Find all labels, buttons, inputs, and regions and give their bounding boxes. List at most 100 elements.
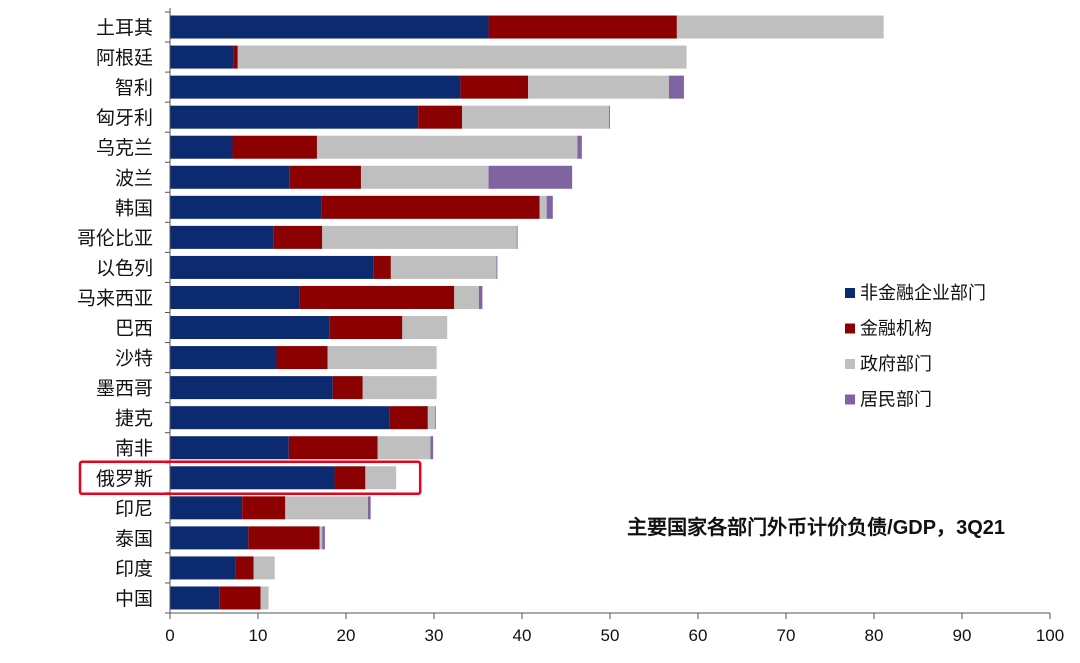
bar-segment-14-2: [377, 436, 431, 460]
bar-segment-4-2: [316, 135, 578, 159]
bar-segment-7-1: [273, 225, 323, 249]
bar-segment-5-2: [360, 165, 489, 189]
bar-segment-9-2: [454, 285, 479, 309]
bar-segment-6-3: [546, 195, 553, 219]
bar-segment-15-1: [334, 466, 366, 490]
bar-segment-17-1: [248, 526, 320, 550]
bar-segment-0-1: [488, 15, 677, 39]
category-label-19: 中国: [115, 588, 153, 610]
bar-segment-16-0: [170, 496, 243, 520]
legend-swatch-3: [845, 394, 855, 405]
bar-segment-12-1: [332, 376, 363, 400]
bar-segment-13-0: [170, 406, 390, 430]
bar-segment-8-1: [373, 255, 391, 279]
bar-segment-16-2: [285, 496, 368, 520]
bar-segment-13-3: [434, 406, 436, 430]
category-label-16: 印尼: [115, 498, 153, 520]
bar-segment-5-1: [289, 165, 361, 189]
bar-segment-6-2: [539, 195, 547, 219]
bar-segment-4-3: [577, 135, 582, 159]
x-tick-label-1: 10: [249, 626, 268, 645]
bar-segment-14-0: [170, 436, 289, 460]
category-label-15: 俄罗斯: [96, 468, 153, 490]
category-label-0: 土耳其: [96, 17, 153, 39]
bar-segment-1-2: [237, 45, 687, 69]
bar-segment-9-3: [478, 285, 483, 309]
category-label-13: 捷克: [115, 408, 153, 430]
bar-segment-11-1: [276, 346, 328, 370]
category-label-4: 乌克兰: [96, 137, 153, 159]
x-tick-label-5: 50: [601, 626, 620, 645]
bar-segment-6-0: [170, 195, 322, 219]
bar-segment-12-2: [362, 376, 437, 400]
bar-segment-9-0: [170, 285, 300, 309]
bar-segment-8-2: [390, 255, 497, 279]
bar-segment-16-1: [242, 496, 286, 520]
bar-segment-17-2: [319, 526, 323, 550]
bar-segment-7-2: [322, 225, 517, 249]
category-label-8: 以色列: [96, 257, 153, 279]
legend-label-3: 居民部门: [860, 390, 932, 410]
legend-swatch-1: [845, 323, 855, 334]
bar-segment-5-0: [170, 165, 290, 189]
bar-segment-10-0: [170, 316, 330, 340]
bar-segment-3-2: [462, 105, 610, 129]
bar-segment-18-1: [235, 556, 254, 580]
category-label-3: 匈牙利: [96, 107, 153, 129]
bar-segment-3-0: [170, 105, 419, 129]
bar-segment-5-3: [488, 165, 573, 189]
x-tick-label-6: 60: [689, 626, 708, 645]
bar-segment-7-0: [170, 225, 274, 249]
bar-segment-17-0: [170, 526, 249, 550]
x-tick-label-0: 0: [165, 626, 174, 645]
bar-segment-18-2: [253, 556, 275, 580]
bar-segment-13-1: [389, 406, 428, 430]
legend-label-0: 非金融企业部门: [860, 283, 986, 303]
highlight-box: [78, 460, 422, 496]
category-label-10: 巴西: [115, 319, 153, 340]
bar-segment-3-1: [418, 105, 463, 129]
legend-label-1: 金融机构: [860, 319, 932, 339]
bar-segment-18-0: [170, 556, 236, 580]
legend-label-2: 政府部门: [860, 354, 932, 374]
bar-segment-9-1: [299, 285, 455, 309]
category-label-6: 韩国: [115, 197, 153, 219]
bar-segment-0-2: [676, 15, 884, 39]
category-label-14: 南非: [115, 438, 153, 460]
category-label-7: 哥伦比亚: [77, 227, 153, 249]
bar-segment-11-2: [327, 346, 437, 370]
bar-segment-11-0: [170, 346, 277, 370]
category-label-1: 阿根廷: [96, 47, 153, 69]
x-tick-label-9: 90: [953, 626, 972, 645]
bar-segment-15-2: [365, 466, 397, 490]
bar-segment-15-0: [170, 466, 335, 490]
category-label-17: 泰国: [115, 528, 153, 550]
bar-segment-0-0: [170, 15, 489, 39]
bar-segment-14-3: [430, 436, 434, 460]
category-label-9: 马来西亚: [77, 287, 153, 309]
bar-segment-2-1: [460, 75, 529, 99]
category-label-18: 印度: [115, 558, 153, 580]
bar-segment-19-2: [260, 586, 269, 610]
category-label-5: 波兰: [115, 167, 153, 189]
bar-segment-1-1: [233, 45, 238, 69]
category-label-12: 墨西哥: [96, 379, 153, 400]
bar-segment-4-1: [232, 135, 317, 159]
x-tick-label-7: 70: [777, 626, 796, 645]
bars-layer: [170, 15, 884, 610]
bar-segment-14-1: [288, 436, 378, 460]
x-tick-label-3: 30: [425, 626, 444, 645]
x-tick-label-8: 80: [865, 626, 884, 645]
x-tick-label-10: 100: [1036, 626, 1064, 645]
category-labels: 土耳其阿根廷智利匈牙利乌克兰波兰韩国哥伦比亚以色列马来西亚巴西沙特墨西哥捷克南非…: [77, 17, 153, 610]
bar-segment-16-3: [368, 496, 371, 520]
bar-segment-12-0: [170, 376, 333, 400]
bar-segment-13-2: [427, 406, 435, 430]
bar-segment-10-1: [329, 316, 403, 340]
bar-segment-10-2: [402, 316, 448, 340]
bar-segment-7-3: [516, 225, 518, 249]
category-label-11: 沙特: [115, 348, 153, 370]
legend-swatch-0: [845, 288, 855, 298]
bar-segment-2-2: [528, 75, 669, 99]
